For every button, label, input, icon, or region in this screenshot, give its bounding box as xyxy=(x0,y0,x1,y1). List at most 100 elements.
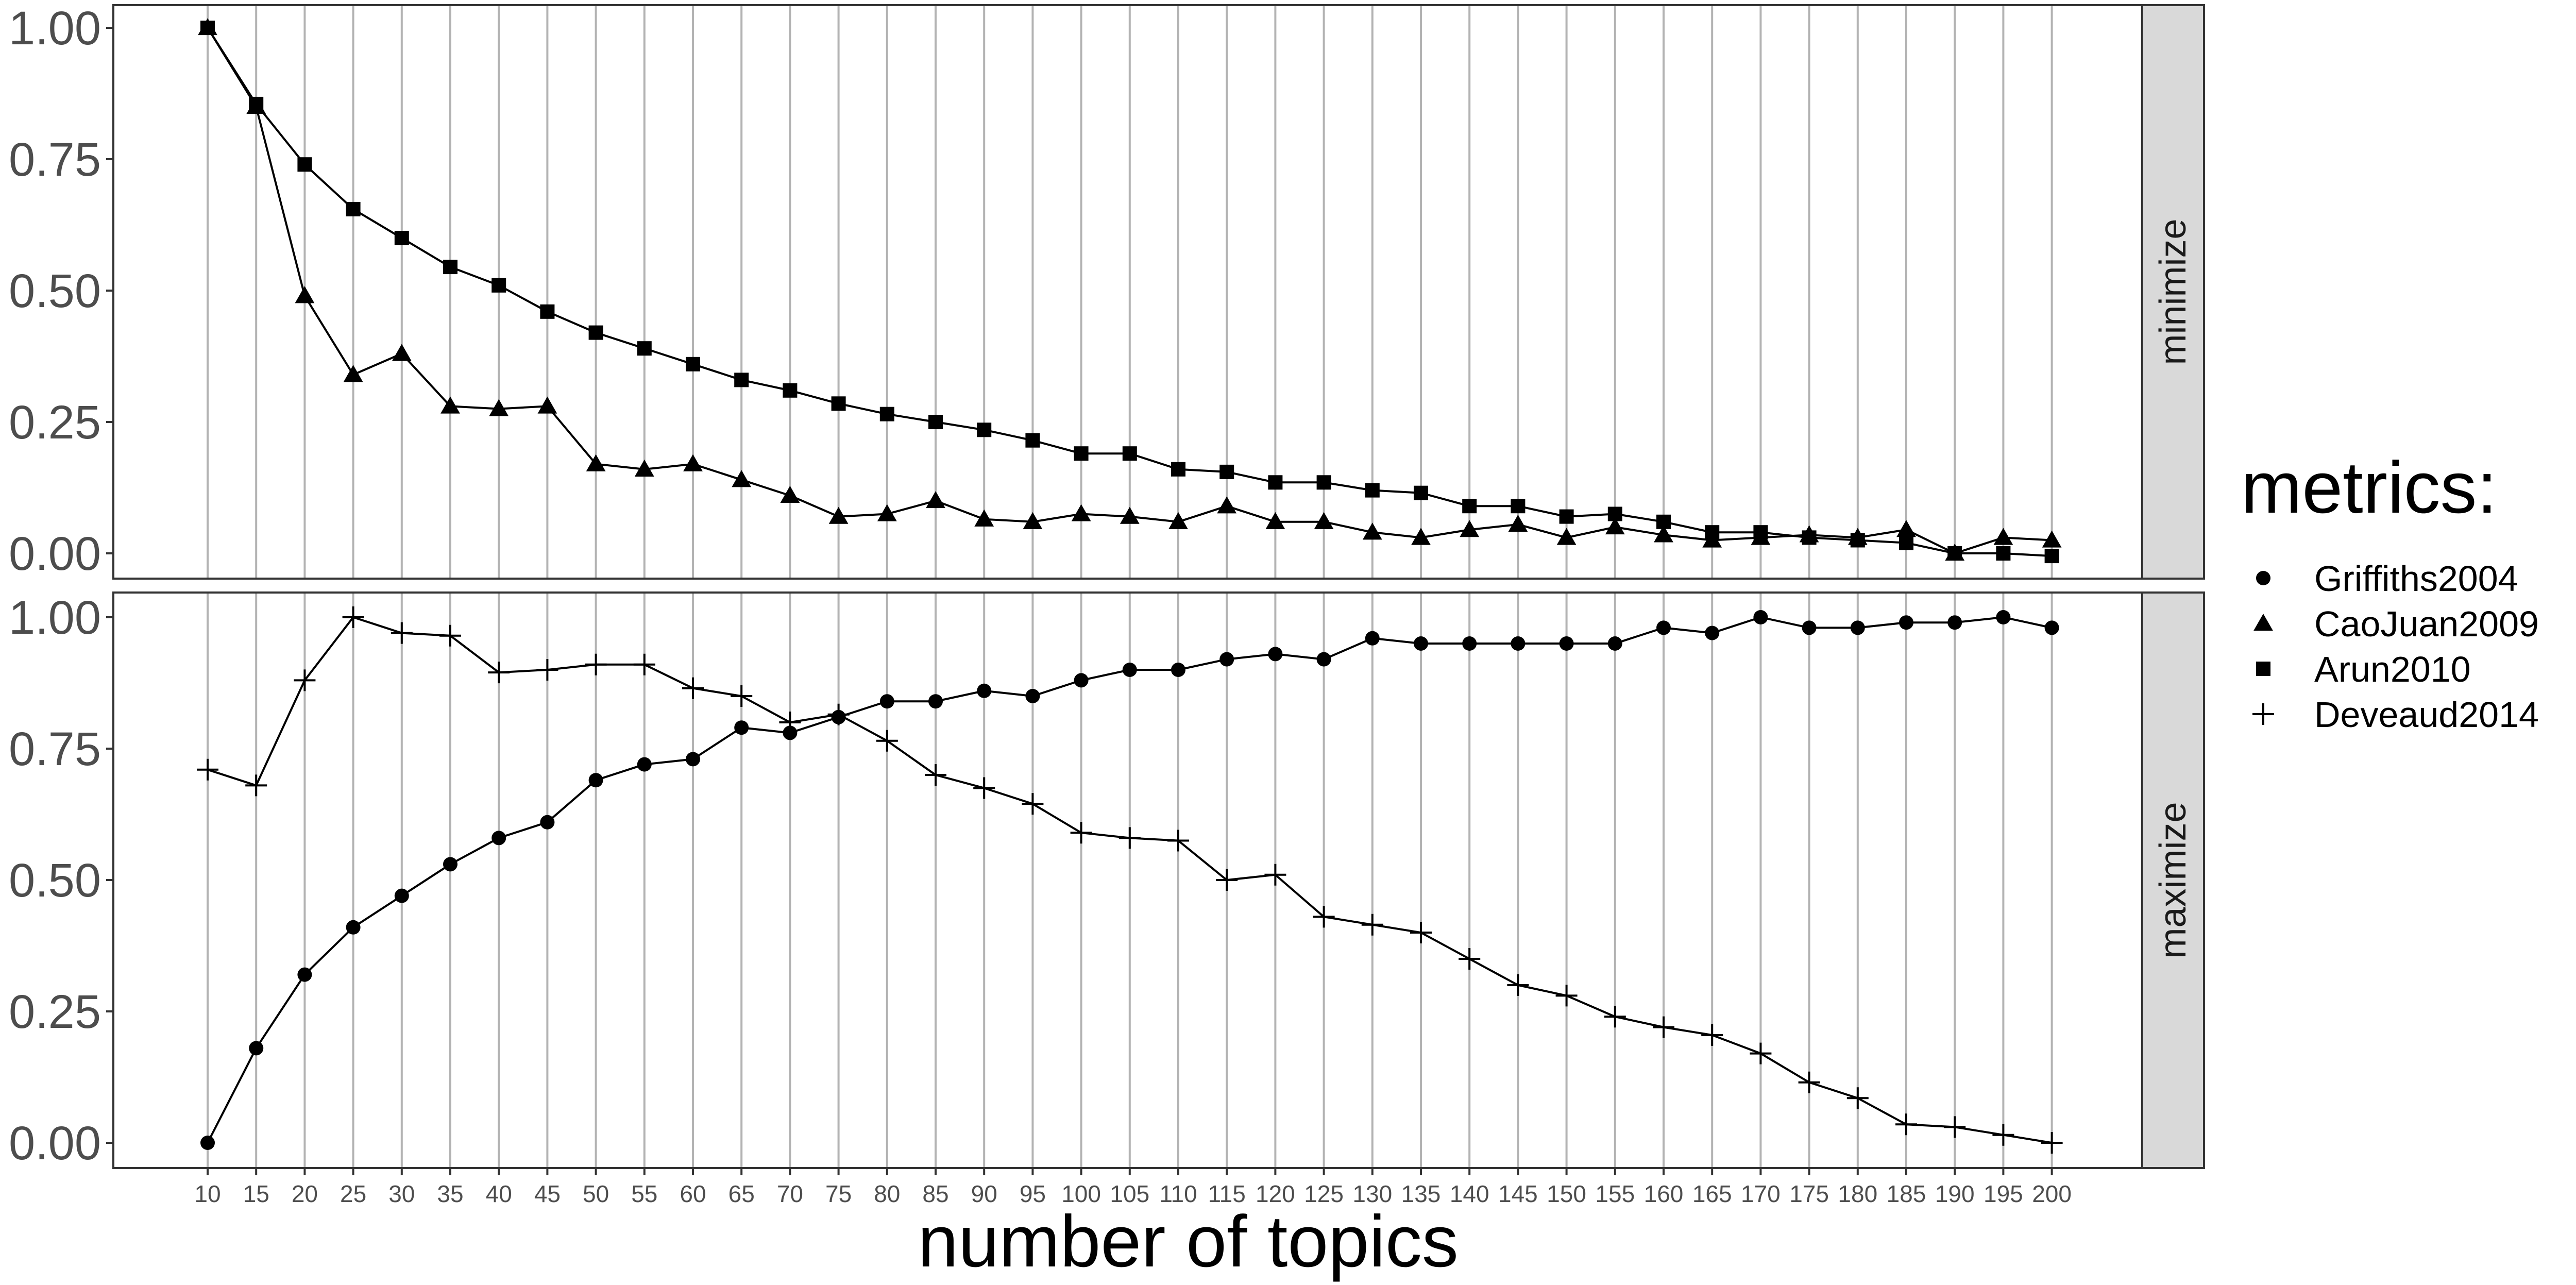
data-point-Arun2010 xyxy=(1511,499,1526,514)
data-point-CaoJuan2009 xyxy=(974,509,994,527)
facet-strip xyxy=(2141,591,2205,1169)
data-point-Arun2010 xyxy=(637,341,652,356)
data-point-Deveaud2014 xyxy=(2041,1132,2063,1154)
data-point-CaoJuan2009 xyxy=(877,504,897,521)
panel-background xyxy=(113,5,2142,579)
data-point-Arun2010 xyxy=(1462,499,1477,514)
series-Deveaud2014 xyxy=(197,606,2063,1154)
data-point-Deveaud2014 xyxy=(1410,922,1432,943)
legend-key-plus xyxy=(2252,703,2274,725)
x-tick-label: 195 xyxy=(1984,1180,2023,1207)
data-point-Arun2010 xyxy=(686,357,700,371)
data-point-CaoJuan2009 xyxy=(1217,496,1237,514)
data-point-CaoJuan2009 xyxy=(1120,506,1140,524)
data-point-CaoJuan2009 xyxy=(1314,512,1334,529)
data-point-Deveaud2014 xyxy=(1459,948,1481,970)
data-point-Arun2010 xyxy=(443,260,457,275)
data-point-CaoJuan2009 xyxy=(1023,512,1043,529)
data-point-Arun2010 xyxy=(394,231,409,245)
data-point-CaoJuan2009 xyxy=(1556,528,1577,545)
data-point-Arun2010 xyxy=(1219,464,1234,479)
data-point-Griffiths2004 xyxy=(1074,673,1089,688)
data-point-Arun2010 xyxy=(1753,525,1768,540)
data-point-Arun2010 xyxy=(492,278,506,293)
data-point-Griffiths2004 xyxy=(1316,652,1331,667)
data-point-Deveaud2014 xyxy=(294,669,316,691)
data-point-Deveaud2014 xyxy=(1798,1071,1820,1093)
data-point-CaoJuan2009 xyxy=(926,491,945,509)
data-point-Griffiths2004 xyxy=(928,694,943,709)
y-tick-label: 0.00 xyxy=(9,1117,101,1170)
x-tick-label: 65 xyxy=(728,1180,755,1207)
data-point-CaoJuan2009 xyxy=(295,286,315,303)
data-point-Arun2010 xyxy=(1607,506,1622,521)
data-point-Deveaud2014 xyxy=(1264,864,1286,886)
data-point-CaoJuan2009 xyxy=(1896,520,1916,537)
data-point-CaoJuan2009 xyxy=(1411,528,1431,545)
data-point-Deveaud2014 xyxy=(1022,793,1044,815)
data-point-Arun2010 xyxy=(2044,549,2059,564)
data-point-CaoJuan2009 xyxy=(586,454,606,471)
data-point-Deveaud2014 xyxy=(342,606,364,628)
data-point-Arun2010 xyxy=(1414,485,1428,500)
legend-label: Griffiths2004 xyxy=(2314,559,2518,599)
data-point-Griffiths2004 xyxy=(588,773,603,788)
data-point-Arun2010 xyxy=(1025,433,1040,448)
data-point-Griffiths2004 xyxy=(1025,689,1040,703)
data-point-Deveaud2014 xyxy=(779,712,801,733)
y-tick-label: 0.75 xyxy=(9,723,101,775)
data-point-Deveaud2014 xyxy=(1361,914,1383,936)
x-tick-label: 170 xyxy=(1741,1180,1781,1207)
data-point-Griffiths2004 xyxy=(1947,615,1962,630)
data-point-CaoJuan2009 xyxy=(1654,525,1673,543)
x-tick-label: 155 xyxy=(1595,1180,1635,1207)
legend-item-CaoJuan2009: CaoJuan2009 xyxy=(2253,604,2539,644)
data-point-Deveaud2014 xyxy=(827,703,850,725)
data-point-Griffiths2004 xyxy=(540,815,555,830)
x-tick-label: 80 xyxy=(874,1180,900,1207)
data-point-Griffiths2004 xyxy=(977,683,992,698)
data-point-CaoJuan2009 xyxy=(2042,530,2062,548)
legend-label: CaoJuan2009 xyxy=(2314,604,2539,644)
data-point-Deveaud2014 xyxy=(245,774,267,797)
data-point-Arun2010 xyxy=(928,415,943,429)
data-point-Arun2010 xyxy=(1122,446,1137,461)
data-point-Deveaud2014 xyxy=(439,624,461,647)
data-point-Deveaud2014 xyxy=(973,777,995,799)
x-tick-label: 100 xyxy=(1061,1180,1101,1207)
data-point-CaoJuan2009 xyxy=(1071,504,1091,521)
data-point-Griffiths2004 xyxy=(879,694,894,709)
data-point-Deveaud2014 xyxy=(391,622,413,644)
x-tick-label: 190 xyxy=(1935,1180,1975,1207)
data-point-CaoJuan2009 xyxy=(634,459,654,477)
data-point-Arun2010 xyxy=(200,21,215,35)
y-tick-label: 0.50 xyxy=(9,265,101,317)
data-point-Griffiths2004 xyxy=(1607,636,1622,651)
data-point-Arun2010 xyxy=(297,157,312,172)
data-point-CaoJuan2009 xyxy=(683,454,703,471)
data-point-Deveaud2014 xyxy=(1216,869,1238,891)
x-tick-label: 85 xyxy=(922,1180,948,1207)
data-point-CaoJuan2009 xyxy=(1265,512,1285,529)
data-point-Griffiths2004 xyxy=(394,888,409,903)
data-point-CaoJuan2009 xyxy=(489,399,509,416)
panel-minimize: 0.00 0.25 0.50 0.75 1.00 minimize xyxy=(9,2,2205,580)
data-point-Arun2010 xyxy=(1074,446,1089,461)
x-tick-label: 25 xyxy=(340,1180,366,1207)
data-point-CaoJuan2009 xyxy=(1460,520,1480,537)
data-point-Deveaud2014 xyxy=(1604,1006,1626,1028)
data-point-Griffiths2004 xyxy=(249,1041,264,1056)
data-point-CaoJuan2009 xyxy=(440,396,460,414)
data-point-Deveaud2014 xyxy=(1507,974,1529,996)
x-tick-label: 110 xyxy=(1159,1180,1197,1207)
legend-item-Deveaud2014: Deveaud2014 xyxy=(2252,695,2539,735)
data-point-CaoJuan2009 xyxy=(1508,515,1528,532)
data-point-Arun2010 xyxy=(1268,475,1283,490)
data-point-CaoJuan2009 xyxy=(343,365,363,382)
data-point-Deveaud2014 xyxy=(585,653,607,675)
data-point-Griffiths2004 xyxy=(1656,620,1671,635)
data-point-Deveaud2014 xyxy=(1895,1113,1917,1136)
x-tick-label: 60 xyxy=(680,1180,706,1207)
data-point-Arun2010 xyxy=(783,383,798,398)
